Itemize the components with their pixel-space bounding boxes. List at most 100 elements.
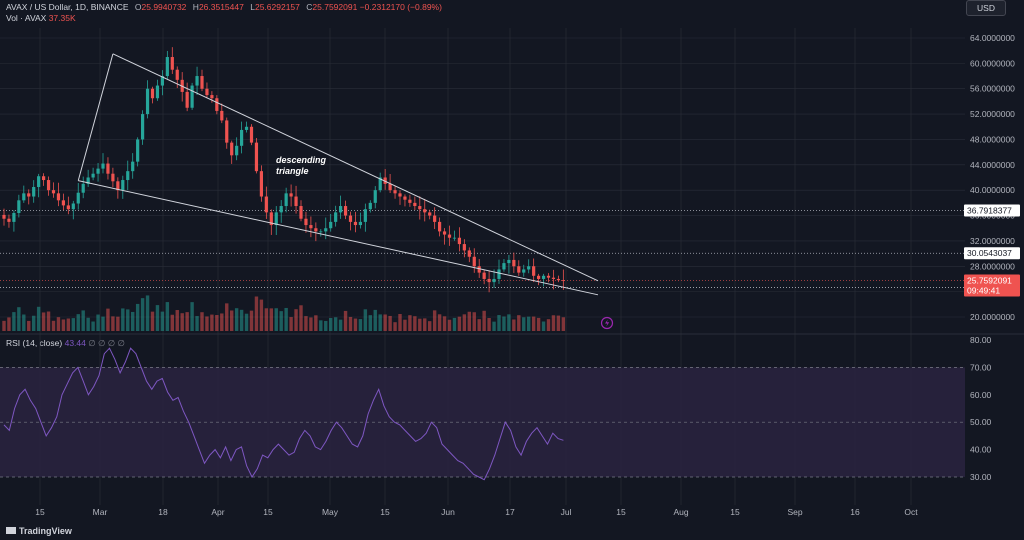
volume-bar [343, 310, 348, 331]
volume-bar [363, 309, 368, 331]
volume-bar [185, 312, 189, 331]
volume-bar [239, 309, 244, 331]
candle-body [546, 275, 551, 278]
candle-body [46, 180, 51, 191]
candle-body [462, 244, 466, 251]
candle-body [56, 193, 61, 201]
open-value: 25.9940732 [141, 2, 187, 12]
volume-bar [536, 317, 541, 331]
symbol-legend: AVAX / US Dollar, 1D, BINANCE O25.994073… [6, 2, 442, 12]
rsi-tick-label: 30.00 [970, 472, 992, 482]
trendline [77, 53, 114, 181]
candle-body [91, 173, 95, 178]
candle-body [106, 163, 110, 174]
volume-bar [145, 295, 150, 331]
volume-bar [36, 306, 41, 331]
candle-body [225, 120, 229, 143]
volume-bar [353, 318, 358, 331]
price-tick-label: 32.0000000 [970, 236, 1015, 246]
close-label: C [306, 2, 313, 12]
volume-bar [165, 302, 170, 331]
volume-bar [413, 316, 417, 331]
volume-bar [111, 316, 115, 331]
candle-body [522, 269, 526, 273]
price-tick-label: 52.0000000 [970, 109, 1015, 119]
candle-body [438, 221, 442, 232]
annotation-line1[interactable]: descending [276, 155, 327, 165]
candle-body [269, 212, 273, 226]
candle-body [304, 218, 308, 226]
candle-body [373, 190, 377, 203]
volume-bar [254, 296, 259, 331]
volume-bar [155, 305, 160, 331]
tradingview-logo[interactable]: TradingView [6, 526, 72, 536]
candle-body [96, 168, 100, 174]
rsi-tick-label: 80.00 [970, 335, 992, 345]
candle-body [7, 218, 11, 222]
volume-bar [299, 305, 303, 331]
rsi-extra: ∅ ∅ ∅ ∅ [88, 338, 125, 348]
trendlines[interactable] [77, 53, 599, 296]
volume-bar [284, 307, 288, 331]
volume-bar [467, 311, 471, 331]
candle-body [388, 183, 392, 191]
volume-bar [423, 318, 427, 331]
candle-body [249, 126, 254, 143]
volume-bar [140, 298, 145, 331]
candle-body [200, 76, 204, 89]
candle-body [492, 278, 496, 283]
time-tick-label: Apr [211, 507, 224, 517]
candle-body [210, 95, 214, 99]
volume-value: 37.35K [48, 13, 76, 23]
volume-bar [462, 314, 467, 331]
volume-bar [398, 313, 402, 331]
candle-body [235, 145, 239, 156]
time-tick-label: May [322, 507, 339, 517]
candle-body [81, 183, 85, 193]
candle-body [32, 187, 36, 197]
volume-bar [457, 316, 462, 331]
currency-button[interactable]: USD [966, 0, 1006, 16]
rsi-label: RSI (14, close) [6, 338, 63, 348]
volume-bar [180, 313, 184, 331]
candle-body [512, 259, 516, 267]
candle-body [442, 231, 447, 235]
candle-body [185, 91, 189, 108]
candle-body [71, 203, 75, 210]
volume-bar [7, 317, 11, 331]
lightning-icon[interactable] [600, 316, 614, 330]
candle-body [131, 161, 135, 172]
volume-bar [329, 317, 333, 331]
level-tag-label: 30.0543037 [967, 248, 1012, 258]
volume-bar [482, 310, 486, 331]
volume-label: Vol · AVAX [6, 13, 47, 23]
candle-body [428, 212, 432, 216]
volume-bar [244, 313, 249, 331]
volume-bar [393, 322, 397, 331]
volume-bar [378, 314, 382, 331]
volume-bar [274, 308, 278, 331]
grid-lines [0, 28, 965, 505]
time-tick-label: 15 [380, 507, 390, 517]
trendline [78, 180, 599, 296]
rsi-tick-label: 60.00 [970, 390, 992, 400]
volume-bar [546, 319, 551, 331]
volume-bar [289, 317, 293, 331]
time-tick-label: Jul [561, 507, 572, 517]
volume-bar [492, 321, 496, 331]
time-axis[interactable]: 15 Mar 18 Apr 15 May 15 Jun 17 Jul 15 Aug 15 Sep 16 Oct [35, 507, 918, 517]
candle-body [27, 193, 31, 197]
annotation-line2[interactable]: triangle [276, 166, 309, 176]
volume-bar [502, 316, 506, 331]
time-tick-label: Sep [787, 507, 802, 517]
time-tick-label: Aug [673, 507, 688, 517]
volume-bar [428, 321, 432, 331]
candle-body [37, 176, 41, 188]
candle-body [195, 76, 199, 86]
volume-bar [383, 314, 387, 331]
candles[interactable] [2, 47, 565, 293]
candle-body [472, 256, 476, 267]
volume-bar [131, 311, 135, 331]
volume-bar [32, 315, 36, 331]
